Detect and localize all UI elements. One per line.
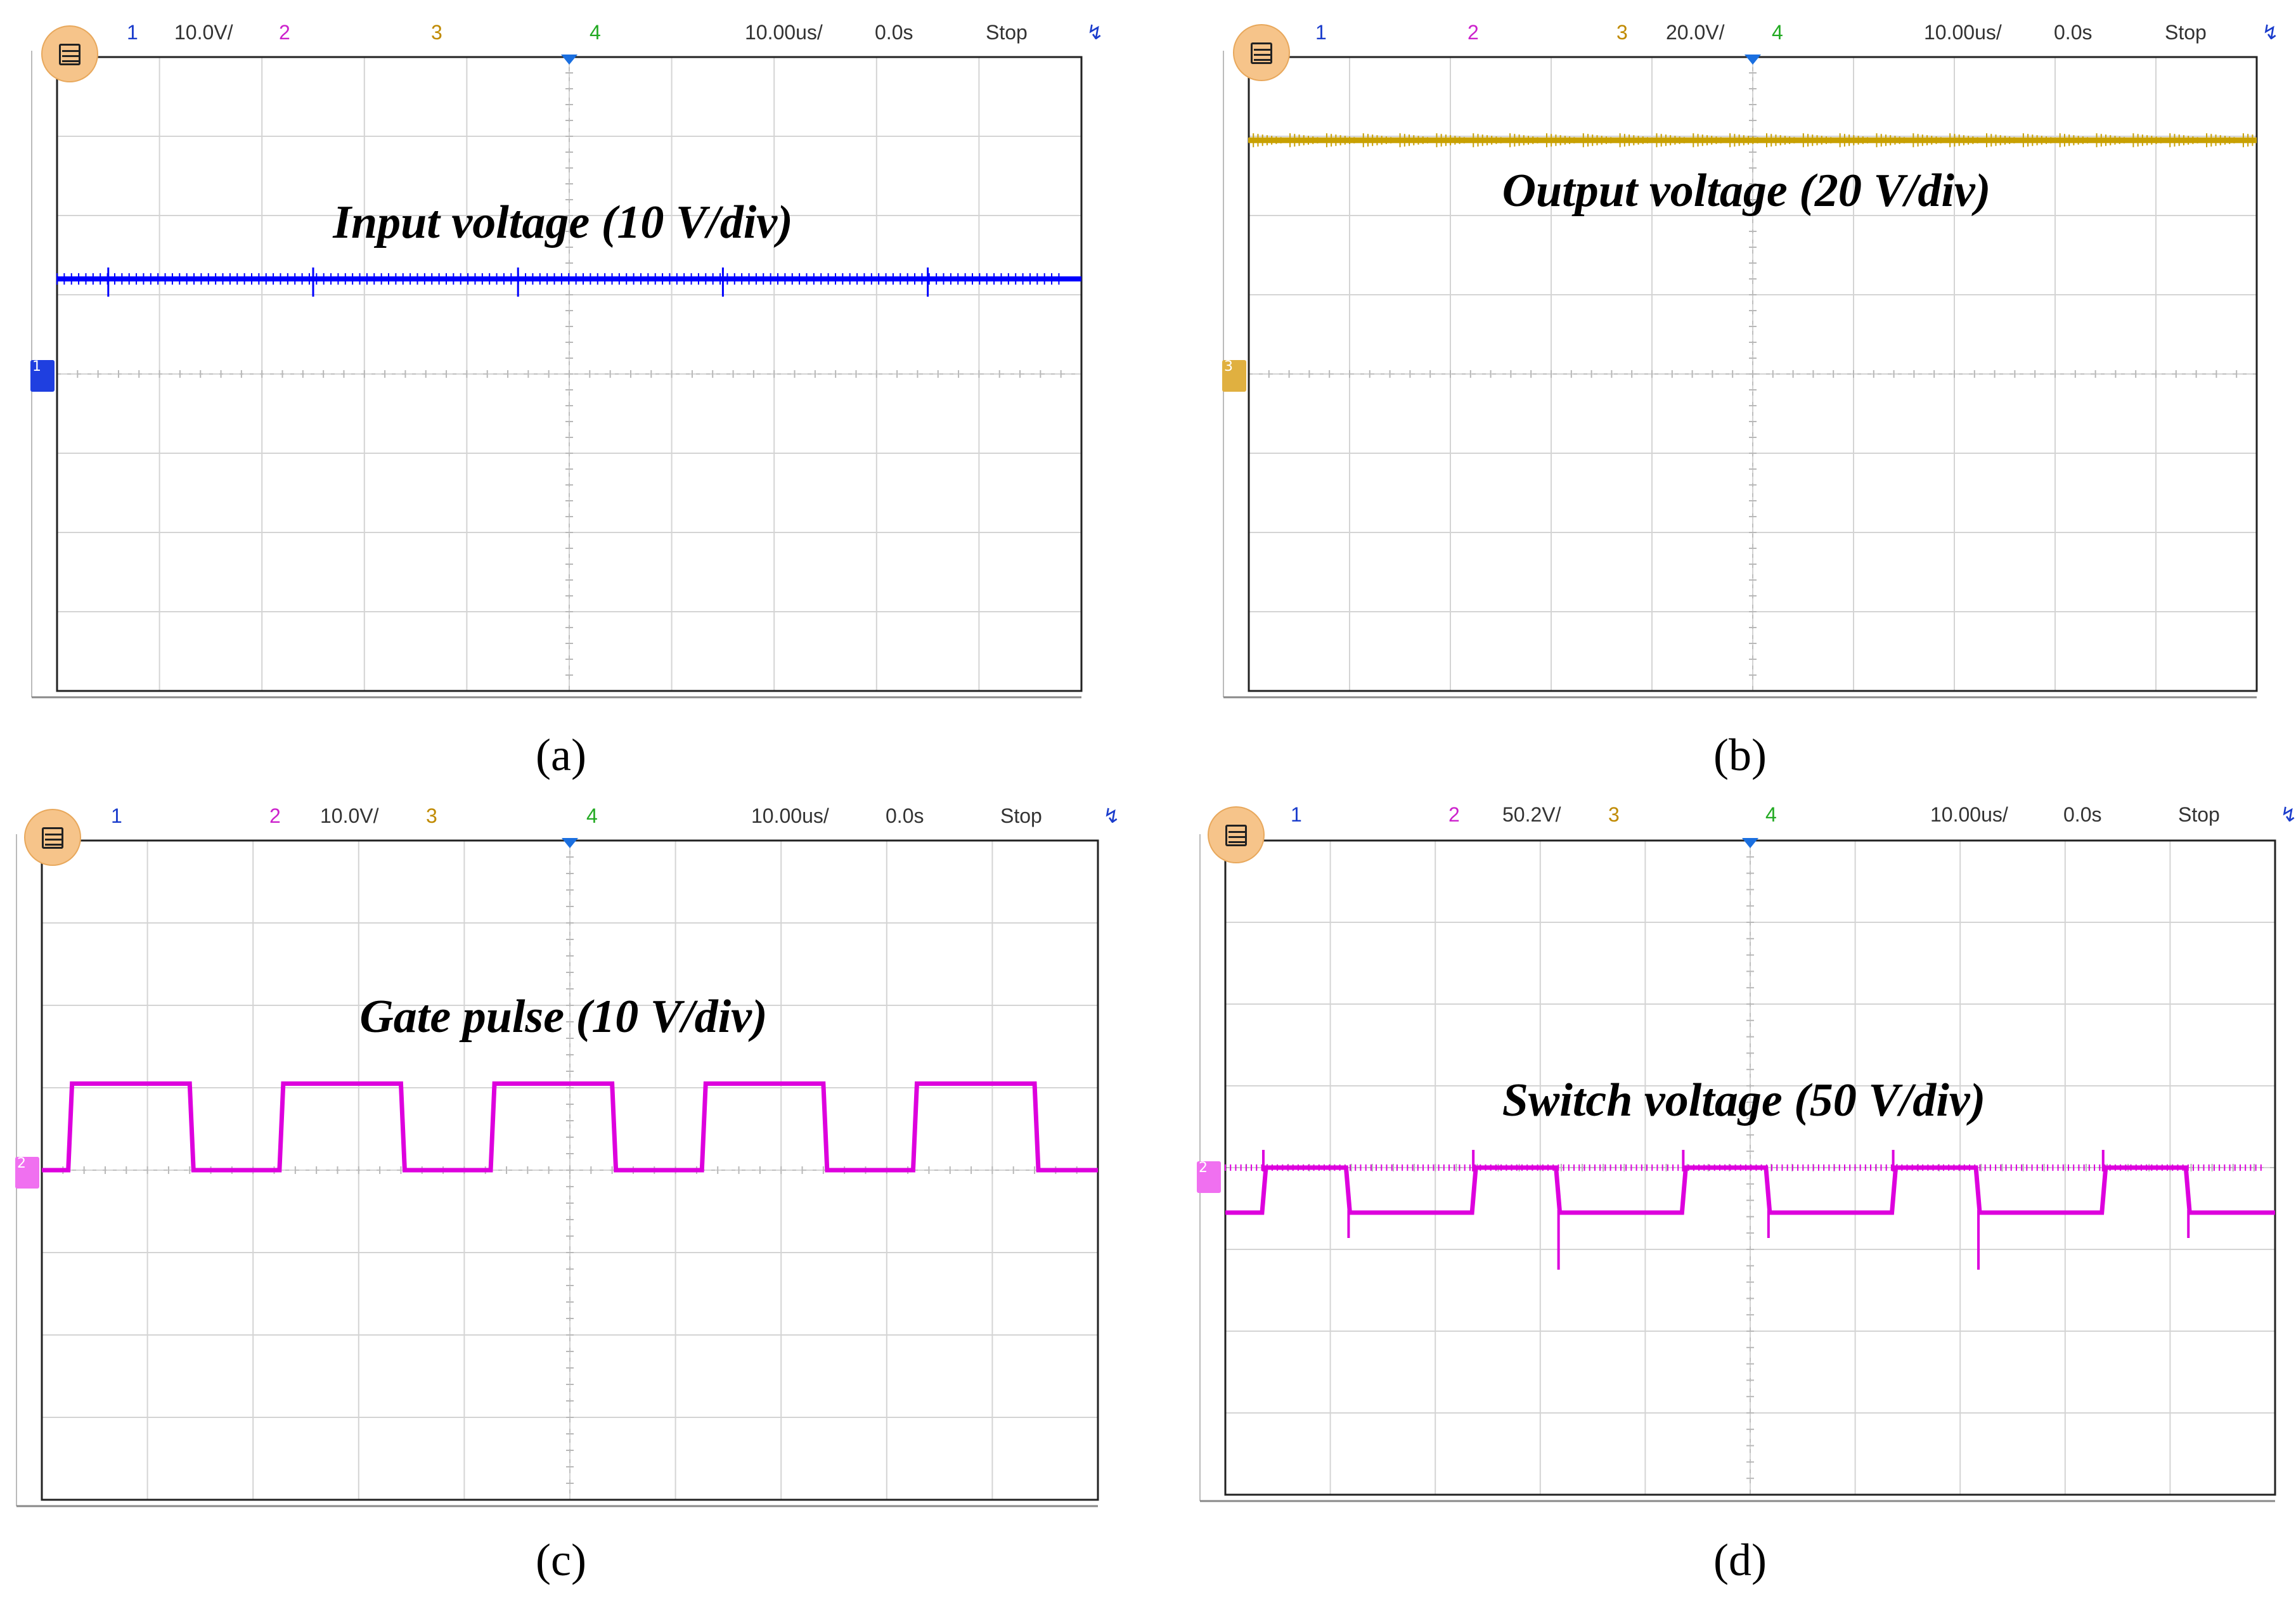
header-ch2: 2 bbox=[1467, 21, 1479, 44]
ground-level-marker[interactable]: 2 bbox=[1197, 1161, 1221, 1193]
scope-menu-button[interactable] bbox=[41, 25, 98, 82]
menu-icon-line bbox=[45, 844, 61, 846]
header-delay: 0.0s bbox=[2054, 21, 2092, 44]
menu-icon bbox=[59, 44, 81, 65]
ground-level-marker[interactable]: 1 bbox=[30, 360, 55, 392]
header-ch3: 3 bbox=[1616, 21, 1628, 44]
header-ch3_scale: 20.0V/ bbox=[1666, 21, 1725, 44]
menu-icon bbox=[1225, 825, 1247, 846]
header-ch4: 4 bbox=[590, 21, 601, 44]
header-ch4: 4 bbox=[1765, 803, 1777, 826]
overlay-title: Output voltage (20 V/div) bbox=[1502, 165, 1991, 217]
menu-icon-line bbox=[1229, 841, 1245, 843]
caption-d: (d) bbox=[1713, 1535, 1767, 1585]
header-ch3: 3 bbox=[426, 804, 437, 827]
header-timebase: 10.00us/ bbox=[1930, 803, 2008, 826]
menu-icon-line bbox=[1254, 59, 1270, 61]
header-ch2: 2 bbox=[269, 804, 281, 827]
scope-screen-c: 1 2 10.0V/3 4 10.00us/0.0s Stop ↯ Gate pulse (1… bbox=[16, 804, 1120, 1507]
overlay-title: Gate pulse (10 V/div) bbox=[359, 991, 767, 1043]
trigger-position-marker bbox=[1745, 55, 1761, 65]
header-ch2: 2 bbox=[279, 21, 290, 44]
header-status: Stop bbox=[2178, 803, 2220, 826]
header-ch1: 1 bbox=[1315, 21, 1327, 44]
menu-icon-line bbox=[62, 50, 79, 52]
scope-panel-b: 1 2 3 20.0V/4 10.00us/0.0s Stop ↯ Output voltag… bbox=[0, 0, 2296, 802]
overlay-title: Switch voltage (50 V/div) bbox=[1502, 1074, 1986, 1126]
header-ch1: 1 bbox=[127, 21, 138, 44]
trigger-icon: ↯ bbox=[1103, 804, 1120, 827]
menu-icon-line bbox=[1254, 49, 1270, 51]
header-timebase: 10.00us/ bbox=[751, 804, 829, 827]
caption-b: (b) bbox=[1713, 730, 1767, 780]
overlay-title: Input voltage (10 V/div) bbox=[332, 197, 793, 248]
trigger-position-marker bbox=[561, 55, 577, 65]
menu-icon-line bbox=[62, 60, 79, 62]
menu-icon bbox=[1251, 42, 1272, 64]
header-ch1: 1 bbox=[111, 804, 122, 827]
header-timebase: 10.00us/ bbox=[745, 21, 823, 44]
trigger-icon: ↯ bbox=[2280, 803, 2296, 826]
caption-c: (c) bbox=[536, 1535, 586, 1585]
header-ch1: 1 bbox=[1291, 803, 1302, 826]
scope-screen-a: 1 10.0V/2 3 4 10.00us/0.0s Stop ↯ Input voltage… bbox=[31, 21, 1104, 699]
header-ch4: 4 bbox=[586, 804, 598, 827]
trigger-icon: ↯ bbox=[1087, 21, 1104, 44]
menu-icon-line bbox=[1254, 54, 1270, 56]
menu-icon-line bbox=[45, 839, 61, 841]
scope-menu-button[interactable] bbox=[1208, 806, 1265, 863]
header-ch2_scale: 50.2V/ bbox=[1502, 803, 1561, 826]
trigger-icon: ↯ bbox=[2262, 21, 2279, 44]
scope-panel-a: 1 10.0V/2 3 4 10.00us/0.0s Stop ↯ Input voltage… bbox=[0, 0, 1148, 802]
ground-level-marker[interactable]: 2 bbox=[15, 1157, 39, 1189]
header-ch3: 3 bbox=[1608, 803, 1620, 826]
menu-icon-line bbox=[1229, 836, 1245, 838]
menu-icon-line bbox=[62, 55, 79, 57]
menu-icon-line bbox=[1229, 831, 1245, 833]
trace-pulse bbox=[1225, 1165, 2275, 1215]
header-ch3: 3 bbox=[431, 21, 442, 44]
menu-icon bbox=[42, 827, 63, 849]
trigger-position-marker bbox=[1742, 838, 1758, 848]
header-status: Stop bbox=[2165, 21, 2207, 44]
header-delay: 0.0s bbox=[875, 21, 913, 44]
trigger-position-marker bbox=[562, 838, 578, 848]
header-delay: 0.0s bbox=[886, 804, 924, 827]
header-status: Stop bbox=[986, 21, 1028, 44]
header-status: Stop bbox=[1000, 804, 1042, 827]
scope-menu-button[interactable] bbox=[24, 809, 81, 866]
header-ch2_scale: 10.0V/ bbox=[320, 804, 379, 827]
scope-menu-button[interactable] bbox=[1233, 24, 1290, 81]
scope-panel-c: 1 2 10.0V/3 4 10.00us/0.0s Stop ↯ Gate pulse (1… bbox=[16, 804, 1120, 1507]
scope-screen-b: 1 2 3 20.0V/4 10.00us/0.0s Stop ↯ Output voltag… bbox=[1223, 21, 2279, 699]
caption-a: (a) bbox=[536, 730, 586, 780]
menu-icon-line bbox=[45, 834, 61, 835]
header-ch1_scale: 10.0V/ bbox=[174, 21, 233, 44]
ground-level-marker[interactable]: 3 bbox=[1222, 360, 1246, 392]
header-timebase: 10.00us/ bbox=[1924, 21, 2002, 44]
header-delay: 0.0s bbox=[2063, 803, 2101, 826]
trace-pulse bbox=[42, 1081, 1098, 1173]
header-ch4: 4 bbox=[1772, 21, 1783, 44]
header-ch2: 2 bbox=[1448, 803, 1460, 826]
